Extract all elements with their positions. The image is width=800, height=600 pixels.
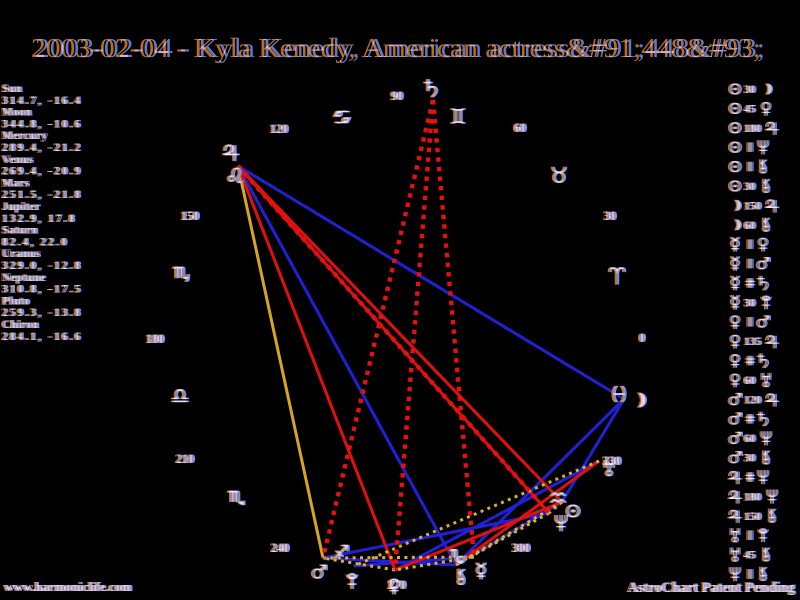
svg-text:210: 210 — [176, 452, 194, 466]
svg-text:135: 135 — [744, 336, 762, 348]
svg-text:120: 120 — [744, 394, 762, 406]
svg-text:AstroChart Patent Pending: AstroChart Patent Pending — [628, 580, 796, 596]
svg-text:30: 30 — [744, 181, 756, 193]
svg-text:269.4, -20.9: 269.4, -20.9 — [2, 166, 82, 178]
svg-text:Saturn: Saturn — [2, 225, 38, 237]
svg-text:259.3, -13.8: 259.3, -13.8 — [2, 307, 82, 319]
svg-text:180: 180 — [744, 491, 762, 503]
svg-text:Sun: Sun — [2, 83, 22, 95]
svg-text:150: 150 — [744, 511, 762, 523]
svg-text:132.9, 17.8: 132.9, 17.8 — [2, 213, 77, 225]
svg-text:90: 90 — [391, 89, 403, 103]
svg-text:344.8, -10.6: 344.8, -10.6 — [2, 118, 82, 130]
svg-text:180: 180 — [146, 332, 164, 346]
svg-text:Jupiter: Jupiter — [2, 201, 40, 213]
svg-text:60: 60 — [514, 121, 526, 135]
svg-text:289.4, -21.2: 289.4, -21.2 — [2, 142, 82, 154]
svg-text:120: 120 — [270, 122, 288, 136]
svg-text:Mercury: Mercury — [2, 130, 48, 142]
svg-text:Uranus: Uranus — [2, 248, 41, 260]
svg-text:82.4, 22.0: 82.4, 22.0 — [2, 236, 69, 248]
svg-text:0: 0 — [639, 331, 645, 345]
svg-text:60: 60 — [744, 220, 756, 232]
svg-text:www.harmoniclife.com: www.harmoniclife.com — [4, 579, 132, 594]
svg-text:45: 45 — [744, 550, 756, 562]
svg-text:60: 60 — [744, 433, 756, 445]
svg-text:Moon: Moon — [2, 107, 32, 119]
svg-text:30: 30 — [744, 453, 756, 465]
svg-text:45: 45 — [744, 103, 756, 115]
svg-text:150: 150 — [181, 209, 199, 223]
svg-text:300: 300 — [512, 541, 530, 555]
svg-text:30: 30 — [604, 209, 616, 223]
svg-text:270: 270 — [388, 578, 406, 592]
svg-text:Pluto: Pluto — [2, 295, 30, 307]
svg-text:180: 180 — [744, 123, 762, 135]
svg-text:150: 150 — [744, 200, 762, 212]
svg-text:240: 240 — [271, 541, 289, 555]
svg-text:Mars: Mars — [2, 177, 30, 189]
svg-text:2003-02-04 - Kyla Kenedy, Amer: 2003-02-04 - Kyla Kenedy, American actre… — [33, 32, 763, 63]
svg-text:284.1, -16.6: 284.1, -16.6 — [2, 331, 82, 343]
svg-text:30: 30 — [744, 297, 756, 309]
svg-text:Chiron: Chiron — [2, 319, 39, 331]
svg-text:310.8, -17.5: 310.8, -17.5 — [2, 284, 82, 296]
svg-text:30: 30 — [744, 84, 756, 96]
svg-text:Venus: Venus — [2, 154, 33, 166]
svg-text:314.7, -16.4: 314.7, -16.4 — [2, 95, 82, 107]
svg-text:60: 60 — [744, 375, 756, 387]
svg-text:Neptune: Neptune — [2, 272, 46, 284]
svg-text:251.5, -21.8: 251.5, -21.8 — [2, 189, 82, 201]
svg-text:329.0, -12.8: 329.0, -12.8 — [2, 260, 82, 272]
